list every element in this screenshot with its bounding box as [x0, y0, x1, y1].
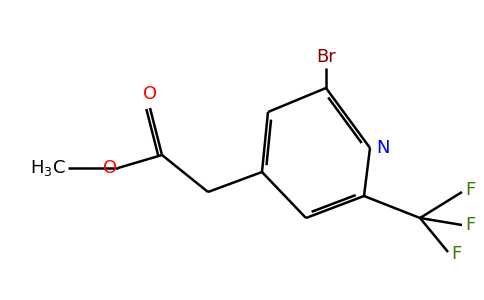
Text: N: N: [376, 139, 390, 157]
Text: F: F: [451, 245, 461, 263]
Text: O: O: [103, 159, 117, 177]
Text: F: F: [465, 181, 475, 199]
Text: H$_3$C: H$_3$C: [30, 158, 66, 178]
Text: Br: Br: [316, 48, 336, 66]
Text: F: F: [465, 216, 475, 234]
Text: O: O: [143, 85, 157, 103]
